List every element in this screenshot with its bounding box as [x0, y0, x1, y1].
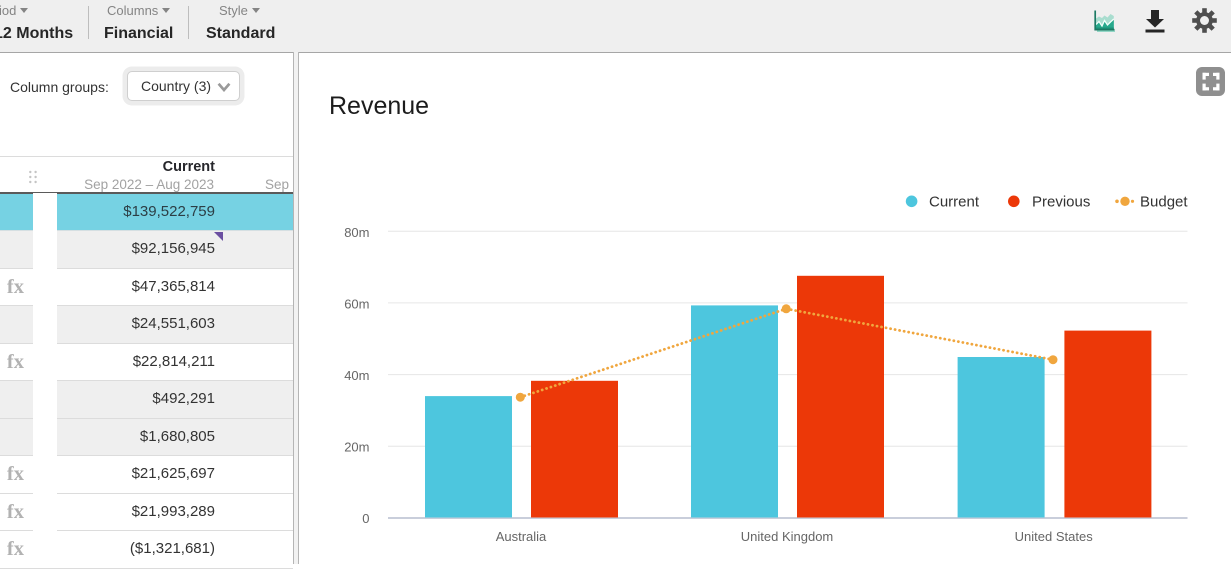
svg-text:United States: United States — [1015, 529, 1094, 544]
svg-text:Budget: Budget — [1140, 194, 1188, 211]
svg-text:Australia: Australia — [496, 529, 547, 544]
svg-text:80m: 80m — [344, 225, 369, 240]
svg-text:60m: 60m — [344, 297, 369, 312]
svg-text:0: 0 — [362, 511, 369, 526]
svg-text:United Kingdom: United Kingdom — [741, 529, 834, 544]
svg-text:20m: 20m — [344, 440, 369, 455]
svg-text:40m: 40m — [344, 368, 369, 383]
svg-text:Current: Current — [929, 194, 980, 211]
svg-text:Previous: Previous — [1032, 194, 1090, 211]
svg-text:Revenue: Revenue — [329, 92, 429, 120]
